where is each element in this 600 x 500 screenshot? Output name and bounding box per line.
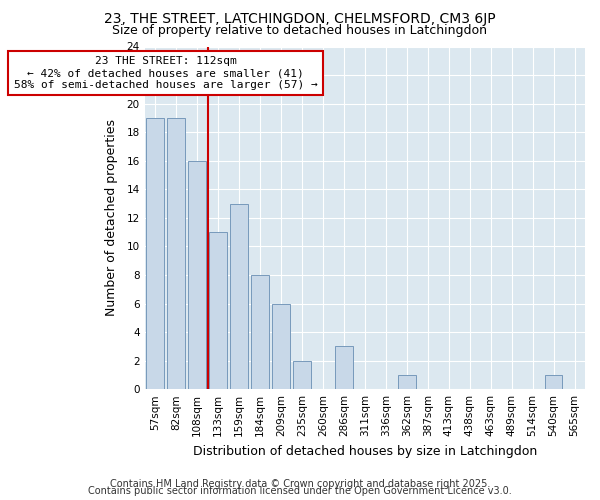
Bar — [293, 360, 311, 389]
Bar — [209, 232, 227, 389]
Bar — [545, 375, 562, 389]
Bar — [272, 304, 290, 389]
Bar — [230, 204, 248, 389]
Bar — [251, 275, 269, 389]
Bar — [335, 346, 353, 389]
Text: 23 THE STREET: 112sqm
← 42% of detached houses are smaller (41)
58% of semi-deta: 23 THE STREET: 112sqm ← 42% of detached … — [14, 56, 317, 90]
Bar — [167, 118, 185, 389]
Y-axis label: Number of detached properties: Number of detached properties — [105, 120, 118, 316]
Text: Contains public sector information licensed under the Open Government Licence v3: Contains public sector information licen… — [88, 486, 512, 496]
Bar — [398, 375, 416, 389]
Text: Contains HM Land Registry data © Crown copyright and database right 2025.: Contains HM Land Registry data © Crown c… — [110, 479, 490, 489]
X-axis label: Distribution of detached houses by size in Latchingdon: Distribution of detached houses by size … — [193, 444, 537, 458]
Bar — [188, 160, 206, 389]
Text: 23, THE STREET, LATCHINGDON, CHELMSFORD, CM3 6JP: 23, THE STREET, LATCHINGDON, CHELMSFORD,… — [104, 12, 496, 26]
Bar — [146, 118, 164, 389]
Text: Size of property relative to detached houses in Latchingdon: Size of property relative to detached ho… — [113, 24, 487, 37]
